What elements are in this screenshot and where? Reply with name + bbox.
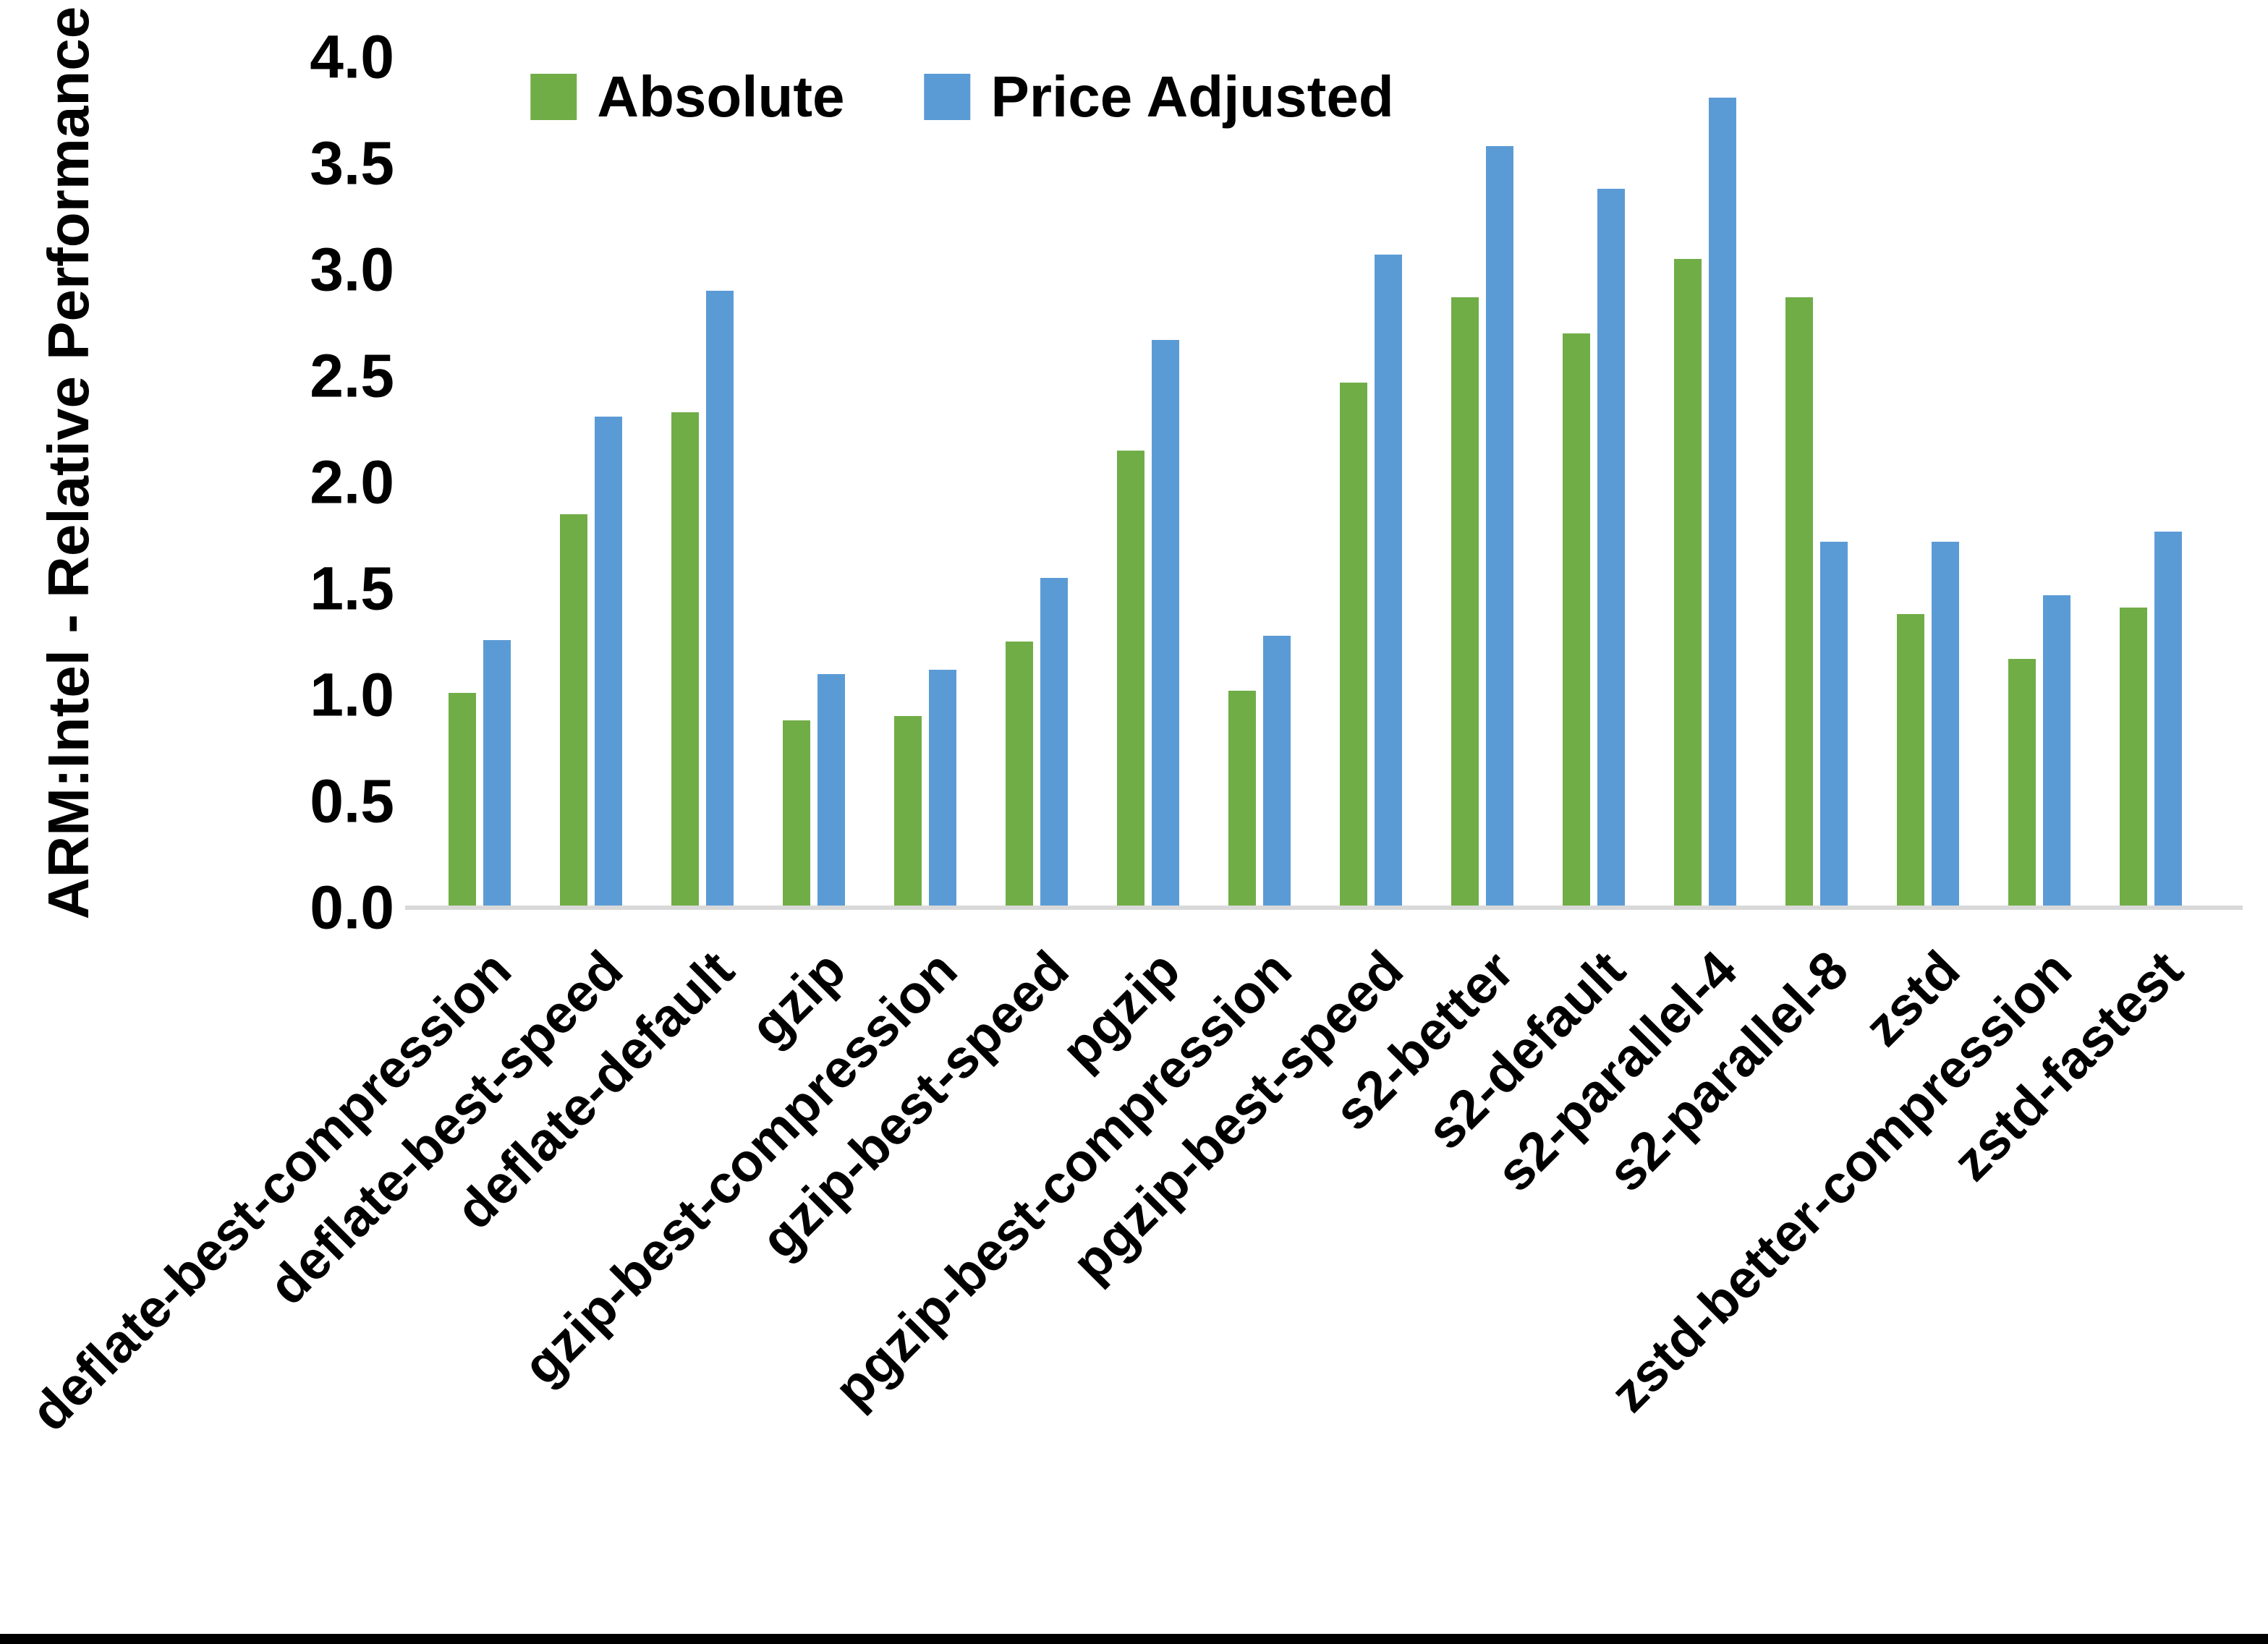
bar-group xyxy=(671,291,734,908)
y-tick-label: 2.0 xyxy=(310,448,394,516)
bar-group xyxy=(1451,146,1513,908)
bar xyxy=(1451,297,1479,908)
bar-group xyxy=(1340,255,1402,908)
bar xyxy=(1563,333,1590,908)
legend-swatch-icon xyxy=(530,74,577,120)
bar xyxy=(1820,542,1848,908)
y-tick-label: 0.5 xyxy=(310,767,394,835)
x-axis-line xyxy=(405,906,2243,910)
bar-group xyxy=(1006,578,1068,908)
bar xyxy=(817,674,845,908)
bar xyxy=(2120,608,2147,908)
bar xyxy=(449,693,476,908)
y-tick-label: 3.5 xyxy=(310,129,394,197)
bar xyxy=(2043,595,2070,908)
bar xyxy=(894,716,922,908)
bar-group xyxy=(1897,542,1959,908)
bar-group xyxy=(449,640,511,908)
y-tick-label: 1.5 xyxy=(310,554,394,623)
bar xyxy=(783,720,810,908)
bar xyxy=(1597,189,1625,908)
bar-group xyxy=(894,670,956,908)
bar xyxy=(1263,636,1291,908)
bar xyxy=(1709,98,1736,908)
bar xyxy=(2154,532,2182,908)
y-axis-title: ARM:Intel - Relative Performance xyxy=(36,6,101,920)
legend-label: Absolute xyxy=(597,64,845,129)
bar xyxy=(1228,691,1256,908)
bar xyxy=(595,417,622,908)
bar-group xyxy=(2008,595,2070,908)
bar xyxy=(1486,146,1513,908)
legend-label: Price Adjusted xyxy=(990,64,1394,129)
y-tick-label: 1.0 xyxy=(310,660,394,729)
bar xyxy=(1152,340,1179,908)
bar xyxy=(1006,642,1033,908)
bar xyxy=(560,514,587,908)
bar-group xyxy=(783,674,845,908)
bar xyxy=(1117,451,1144,908)
bar xyxy=(706,291,734,908)
legend: Absolute Price Adjusted xyxy=(530,64,1394,130)
y-tick-label: 2.5 xyxy=(310,341,394,410)
bar xyxy=(929,670,956,908)
bar-group xyxy=(2120,532,2182,908)
bar xyxy=(1340,383,1367,908)
bar xyxy=(1674,259,1702,908)
bar xyxy=(1932,542,1959,908)
screenshot-bottom-border xyxy=(0,1634,2268,1644)
y-tick-label: 3.0 xyxy=(310,235,394,304)
bar xyxy=(671,412,699,908)
bar-group xyxy=(1785,297,1848,908)
bar xyxy=(483,640,511,908)
legend-swatch-icon xyxy=(924,74,971,120)
bar-group xyxy=(1228,636,1291,908)
bar-group xyxy=(1117,340,1179,908)
bar xyxy=(1897,614,1924,908)
bar-group xyxy=(560,417,622,908)
bar xyxy=(1040,578,1068,908)
category-label: deflate-best-compression xyxy=(19,939,523,1443)
legend-item: Price Adjusted xyxy=(924,64,1394,130)
bar xyxy=(2008,659,2036,908)
y-tick-label: 0.0 xyxy=(310,873,394,942)
bar-group xyxy=(1674,98,1736,908)
bar xyxy=(1375,255,1402,908)
legend-item: Absolute xyxy=(530,64,845,130)
bar xyxy=(1785,297,1813,908)
y-tick-label: 4.0 xyxy=(310,22,394,91)
bar-group xyxy=(1563,189,1625,908)
